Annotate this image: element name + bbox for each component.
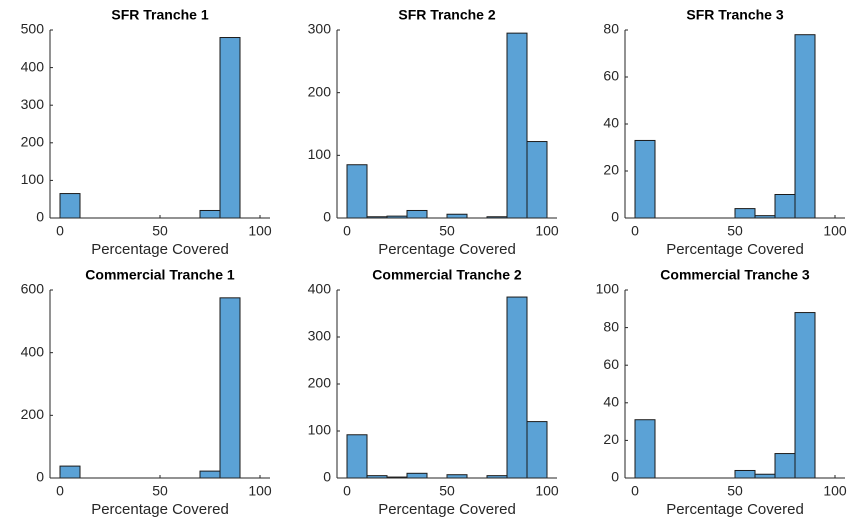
y-tick-label: 80 bbox=[603, 318, 619, 334]
histogram-bar bbox=[734, 208, 756, 219]
x-tick-label: 100 bbox=[248, 483, 272, 499]
histogram-bar bbox=[59, 193, 81, 219]
y-tick-label: 500 bbox=[21, 21, 45, 37]
y-tick-label: 60 bbox=[603, 356, 619, 372]
histogram-bar bbox=[199, 470, 221, 479]
y-tick-label: 40 bbox=[603, 394, 619, 410]
y-tick-label: 0 bbox=[36, 469, 44, 485]
y-tick-label: 0 bbox=[323, 209, 331, 225]
y-tick-label: 400 bbox=[308, 281, 332, 297]
x-axis-label: Percentage Covered bbox=[666, 501, 804, 518]
x-tick-label: 0 bbox=[343, 483, 351, 499]
histogram-bar bbox=[526, 421, 548, 479]
histogram-bar bbox=[794, 312, 816, 479]
y-tick-label: 300 bbox=[308, 328, 332, 344]
y-tick-label: 300 bbox=[21, 96, 45, 112]
y-tick-label: 200 bbox=[21, 406, 45, 422]
x-axis-label: Percentage Covered bbox=[91, 241, 229, 258]
y-tick-label: 100 bbox=[308, 146, 332, 162]
x-tick-label: 50 bbox=[152, 223, 168, 239]
histogram-bar bbox=[346, 434, 368, 479]
histogram-bar bbox=[506, 32, 528, 219]
y-tick-label: 60 bbox=[603, 68, 619, 84]
x-tick-label: 100 bbox=[823, 483, 847, 499]
x-axis-label: Percentage Covered bbox=[666, 241, 804, 258]
y-tick-label: 400 bbox=[21, 343, 45, 359]
y-tick-label: 0 bbox=[611, 469, 619, 485]
x-axis-label: Percentage Covered bbox=[378, 501, 516, 518]
histogram-bar bbox=[774, 453, 796, 479]
histogram-bar bbox=[774, 194, 796, 219]
histogram-bar bbox=[406, 209, 428, 219]
x-tick-label: 0 bbox=[56, 483, 64, 499]
histogram-bar bbox=[634, 139, 656, 219]
y-tick-label: 400 bbox=[21, 58, 45, 74]
y-tick-label: 20 bbox=[603, 431, 619, 447]
histogram-bar bbox=[346, 164, 368, 219]
x-tick-label: 50 bbox=[727, 483, 743, 499]
chart-title: Commercial Tranche 2 bbox=[372, 267, 522, 283]
chart-title: SFR Tranche 2 bbox=[398, 7, 495, 23]
y-tick-label: 200 bbox=[21, 134, 45, 150]
histogram-bar bbox=[219, 37, 241, 219]
y-tick-label: 100 bbox=[596, 281, 620, 297]
x-axis-label: Percentage Covered bbox=[378, 241, 516, 258]
x-axis-label: Percentage Covered bbox=[91, 501, 229, 518]
histogram-bar bbox=[754, 473, 776, 479]
x-tick-label: 0 bbox=[631, 223, 639, 239]
histogram-bar bbox=[634, 419, 656, 479]
histogram-bar bbox=[506, 296, 528, 479]
histogram-bar bbox=[219, 297, 241, 479]
y-tick-label: 0 bbox=[611, 209, 619, 225]
x-tick-label: 100 bbox=[823, 223, 847, 239]
y-tick-label: 200 bbox=[308, 83, 332, 99]
y-tick-label: 300 bbox=[308, 21, 332, 37]
x-tick-label: 50 bbox=[439, 223, 455, 239]
y-tick-label: 100 bbox=[308, 422, 332, 438]
x-tick-label: 0 bbox=[343, 223, 351, 239]
histogram-bar bbox=[199, 209, 221, 219]
histogram-bar bbox=[794, 34, 816, 219]
x-tick-label: 100 bbox=[535, 223, 559, 239]
chart-title: Commercial Tranche 1 bbox=[85, 267, 235, 283]
y-tick-label: 0 bbox=[323, 469, 331, 485]
chart-title: SFR Tranche 1 bbox=[111, 7, 208, 23]
histogram-bar bbox=[734, 469, 756, 479]
chart-title: Commercial Tranche 3 bbox=[660, 267, 810, 283]
y-tick-label: 80 bbox=[603, 21, 619, 37]
x-tick-label: 0 bbox=[631, 483, 639, 499]
histogram-bar bbox=[59, 465, 81, 479]
x-tick-label: 100 bbox=[535, 483, 559, 499]
y-tick-label: 100 bbox=[21, 171, 45, 187]
y-tick-label: 40 bbox=[603, 115, 619, 131]
y-tick-label: 200 bbox=[308, 375, 332, 391]
y-tick-label: 0 bbox=[36, 209, 44, 225]
x-tick-label: 50 bbox=[727, 223, 743, 239]
histogram-bar bbox=[406, 472, 428, 479]
x-tick-label: 50 bbox=[152, 483, 168, 499]
chart-title: SFR Tranche 3 bbox=[686, 7, 783, 23]
x-tick-label: 50 bbox=[439, 483, 455, 499]
x-tick-label: 0 bbox=[56, 223, 64, 239]
y-tick-label: 600 bbox=[21, 281, 45, 297]
x-tick-label: 100 bbox=[248, 223, 272, 239]
y-tick-label: 20 bbox=[603, 162, 619, 178]
histogram-bar bbox=[526, 141, 548, 219]
histogram-bar bbox=[446, 213, 468, 219]
